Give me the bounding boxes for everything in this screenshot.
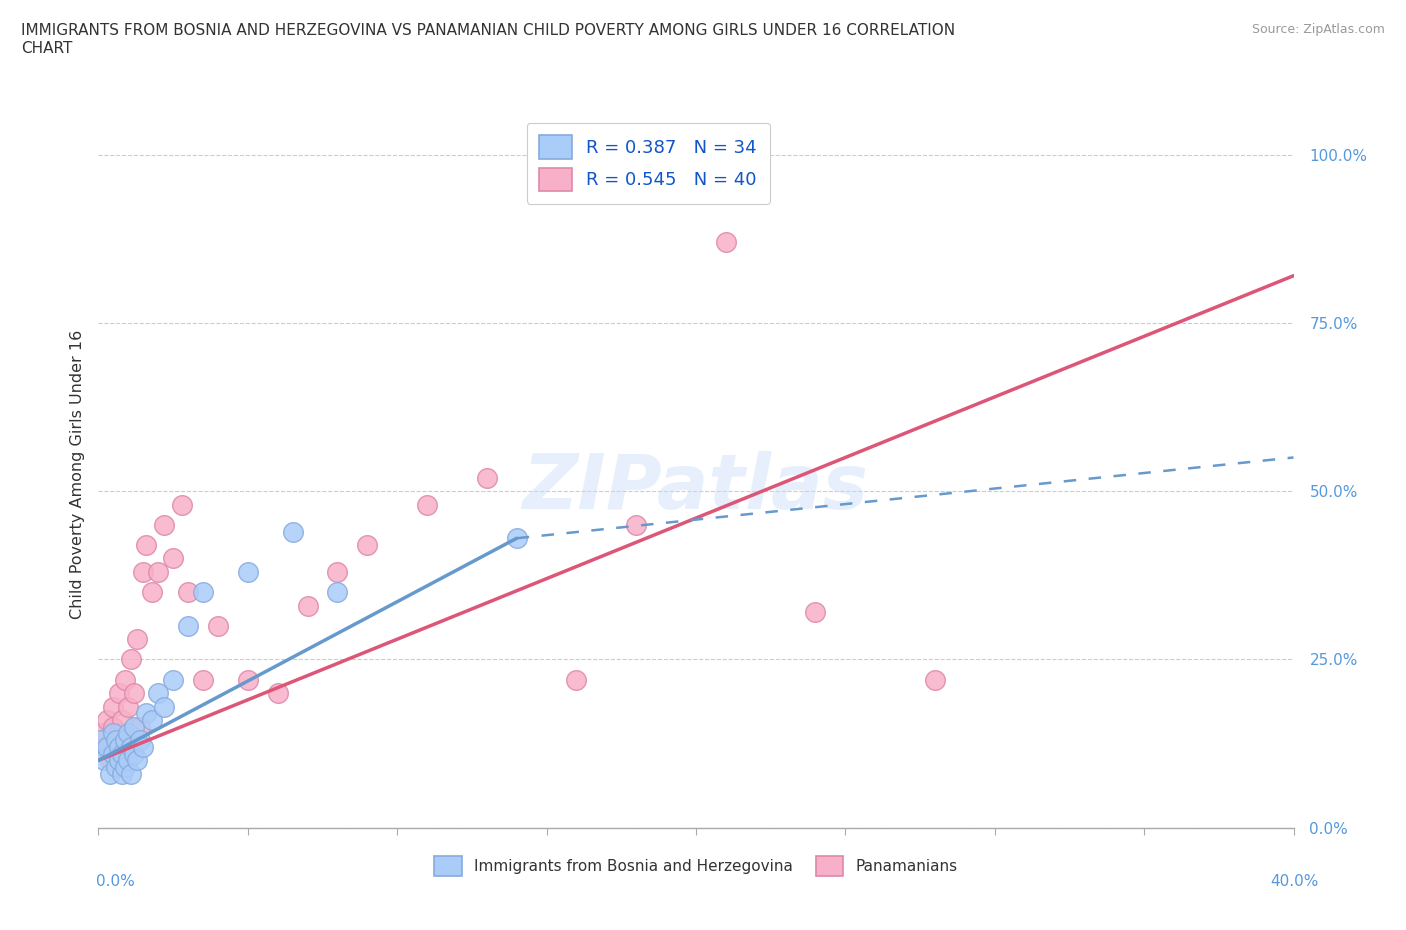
Point (114, 733, 136, 748)
Point (236, 565, 259, 579)
Point (111, 766, 134, 781)
Point (90, 733, 112, 748)
Text: IMMIGRANTS FROM BOSNIA AND HERZEGOVINA VS PANAMANIAN CHILD POVERTY AMONG GIRLS U: IMMIGRANTS FROM BOSNIA AND HERZEGOVINA V… (21, 23, 955, 56)
Point (148, 685, 170, 700)
Point (103, 719, 125, 734)
Point (148, 565, 170, 579)
Point (191, 585, 214, 600)
Point (141, 585, 163, 600)
Y-axis label: Child Poverty Among Girls Under 16: Child Poverty Among Girls Under 16 (69, 329, 84, 619)
Point (132, 739, 155, 754)
Point (120, 766, 142, 781)
Point (96, 739, 118, 754)
Point (98, 753, 122, 768)
Point (90, 726, 112, 741)
Point (132, 565, 155, 579)
Point (98, 766, 122, 781)
Point (804, 604, 827, 619)
Point (177, 585, 200, 600)
Point (103, 746, 125, 761)
Point (127, 631, 149, 646)
Point (105, 733, 128, 748)
Point (177, 618, 200, 633)
Point (117, 726, 139, 741)
Point (924, 672, 946, 687)
Point (105, 739, 128, 754)
Point (565, 672, 588, 687)
Point (108, 753, 131, 768)
Point (506, 531, 529, 546)
Point (124, 746, 146, 761)
Point (297, 598, 319, 613)
Point (124, 719, 146, 734)
Point (191, 672, 214, 687)
Point (93, 739, 115, 754)
Point (129, 733, 152, 748)
Point (356, 538, 378, 552)
Point (626, 517, 648, 532)
Point (129, 719, 152, 734)
Point (141, 712, 163, 727)
Point (124, 685, 146, 700)
Point (120, 739, 142, 754)
Point (153, 517, 176, 532)
Point (114, 760, 136, 775)
Point (103, 699, 125, 714)
Point (714, 234, 737, 249)
Point (475, 471, 498, 485)
Point (267, 685, 290, 700)
Point (153, 699, 176, 714)
Point (108, 739, 131, 754)
Point (93, 753, 115, 768)
Point (103, 726, 125, 741)
Point (326, 565, 349, 579)
Point (114, 672, 136, 687)
Point (117, 699, 139, 714)
Point (416, 498, 439, 512)
Point (105, 760, 128, 775)
Point (117, 753, 139, 768)
Point (326, 585, 349, 600)
Text: 40.0%: 40.0% (1271, 874, 1319, 889)
Point (135, 706, 157, 721)
Point (117, 733, 139, 748)
Point (162, 672, 184, 687)
Point (120, 652, 142, 667)
Point (111, 712, 134, 727)
Point (96, 712, 118, 727)
Point (108, 726, 131, 741)
Point (135, 538, 157, 552)
Point (127, 753, 149, 768)
Text: Source: ZipAtlas.com: Source: ZipAtlas.com (1251, 23, 1385, 36)
Point (108, 685, 131, 700)
Text: ZIPatlas: ZIPatlas (523, 451, 869, 525)
Text: 0.0%: 0.0% (96, 874, 135, 889)
Point (281, 525, 304, 539)
Point (236, 672, 259, 687)
Point (111, 746, 134, 761)
Point (111, 746, 134, 761)
Point (162, 551, 184, 565)
Legend: Immigrants from Bosnia and Herzegovina, Panamanians: Immigrants from Bosnia and Herzegovina, … (426, 849, 966, 884)
Point (172, 498, 194, 512)
Point (207, 618, 229, 633)
